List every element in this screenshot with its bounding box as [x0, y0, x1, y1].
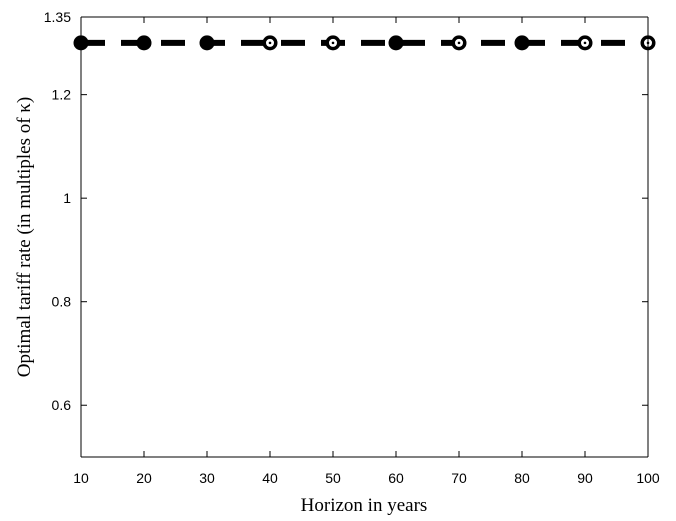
data-point-center: [457, 41, 461, 45]
data-point: [136, 35, 152, 51]
y-tick-label: 1.35: [44, 9, 71, 25]
data-point-center: [331, 41, 335, 45]
data-point: [451, 35, 467, 51]
data-point-marker: [514, 35, 530, 51]
data-point-center: [268, 41, 272, 45]
data-point: [577, 35, 593, 51]
data-point: [325, 35, 341, 51]
ticks: 10 20 30 40 50 60 70 80 90 100 0.6 0.8 1 1.2 1.35: [44, 9, 660, 486]
x-axis-label: Horizon in years: [301, 495, 428, 516]
data-point: [199, 35, 215, 51]
x-tick-label: 100: [636, 470, 660, 486]
data-point: [514, 35, 530, 51]
data-point: [388, 35, 404, 51]
data-point-marker: [136, 35, 152, 51]
x-tick-label: 10: [73, 470, 89, 486]
x-tick-label: 80: [514, 470, 530, 486]
y-tick-label: 1.2: [52, 87, 72, 103]
x-tick-label: 50: [325, 470, 341, 486]
plot-area: [81, 17, 648, 457]
data-point: [262, 35, 278, 51]
series-layer: [73, 35, 656, 51]
x-tick-label: 60: [388, 470, 404, 486]
y-axis-label: Optimal tariff rate (in multiples of κ): [14, 97, 35, 377]
y-tick-label: 0.6: [52, 397, 72, 413]
data-point-center: [583, 41, 587, 45]
data-point-marker: [199, 35, 215, 51]
y-tick-label: 1: [63, 190, 71, 206]
plot-frame: [80, 16, 649, 458]
x-tick-label: 90: [577, 470, 593, 486]
y-tick-label: 0.8: [52, 294, 72, 310]
x-tick-label: 20: [136, 470, 152, 486]
x-tick-label: 70: [451, 470, 467, 486]
x-tick-label: 40: [262, 470, 278, 486]
data-point-marker: [388, 35, 404, 51]
x-tick-label: 30: [199, 470, 215, 486]
